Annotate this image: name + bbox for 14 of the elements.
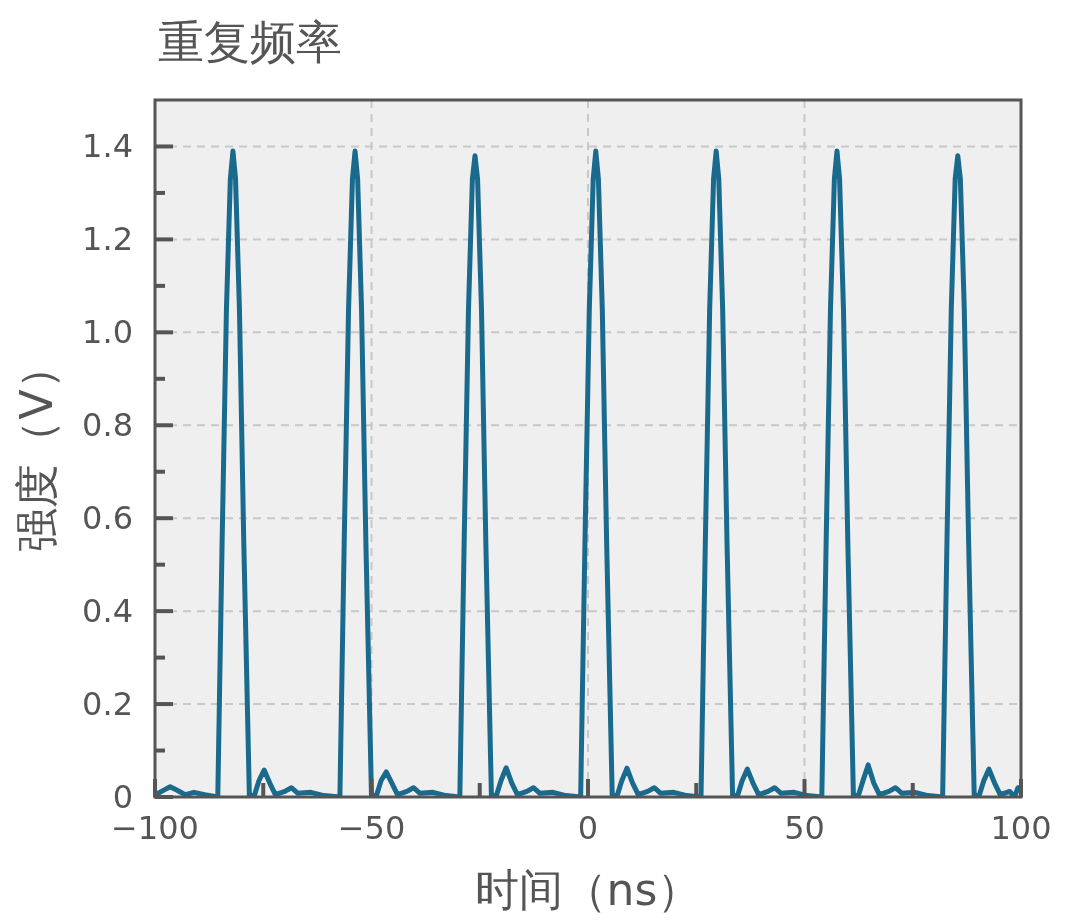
x-tick-label: 100 [990, 809, 1052, 847]
x-axis-title: 时间（ns） [474, 864, 702, 915]
y-tick-label: 0.2 [82, 685, 133, 724]
y-axis-title: 强度（V） [11, 345, 62, 552]
x-tick-label: 50 [784, 809, 825, 847]
y-tick-label: 1.0 [82, 313, 133, 352]
chart-title: 重复频率 [158, 15, 342, 69]
y-tick-label: 0.4 [82, 592, 133, 631]
y-tick-label: 1.2 [82, 220, 133, 259]
y-tick-label: 1.4 [82, 127, 133, 166]
y-tick-label: 0.8 [82, 406, 133, 445]
x-tick-label: −50 [337, 809, 406, 847]
x-tick-label: 0 [577, 809, 599, 847]
y-tick-label: 0.6 [82, 499, 133, 538]
